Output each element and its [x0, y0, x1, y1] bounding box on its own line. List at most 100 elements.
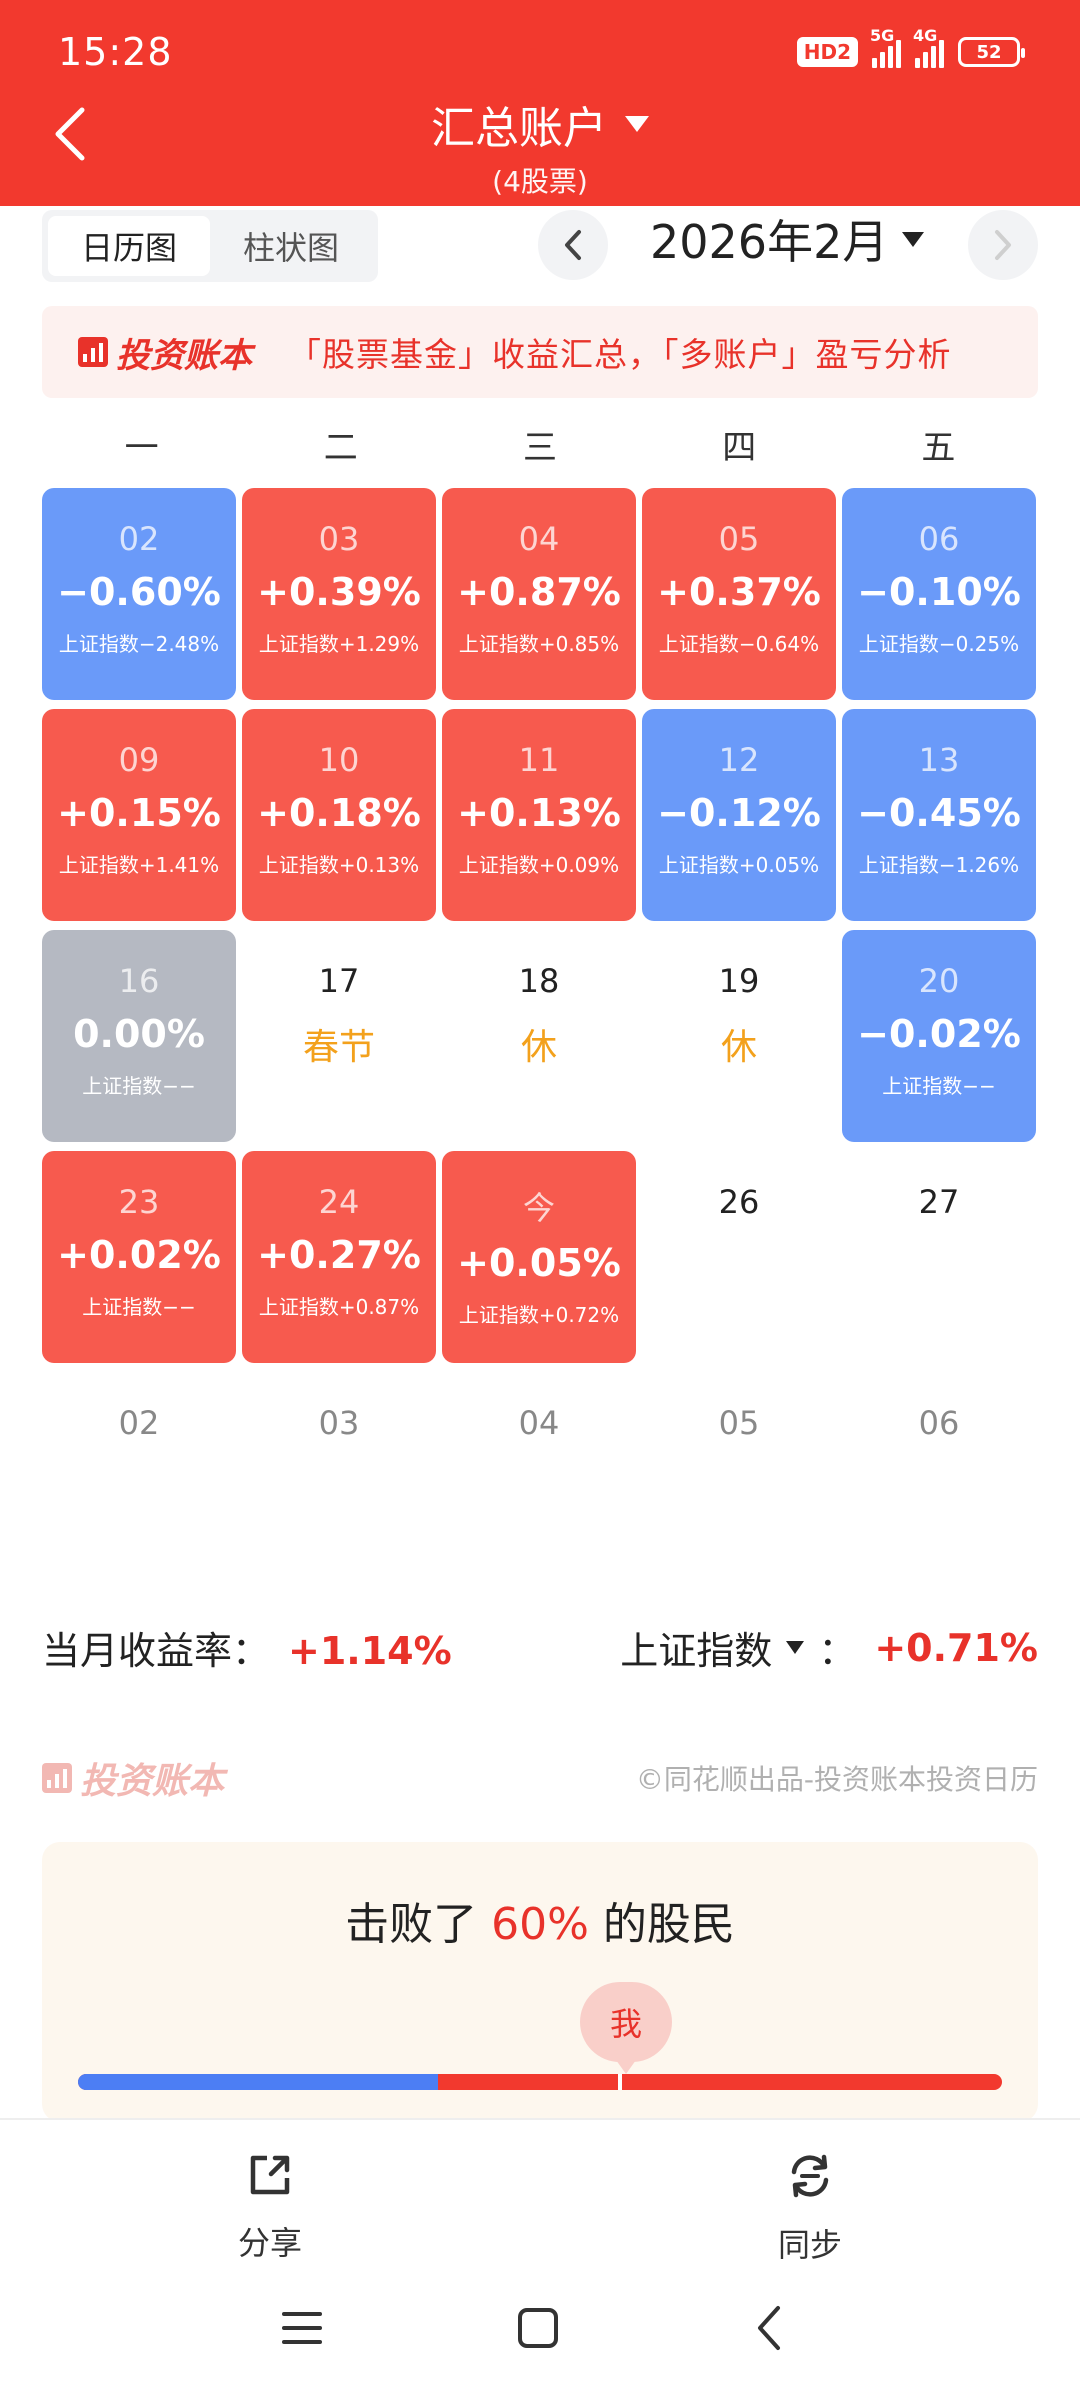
day-number: 02 [118, 1404, 160, 1442]
calendar-day[interactable]: 03 +0.39% 上证指数+1.29% [242, 488, 436, 700]
day-return: +0.02% [57, 1233, 221, 1277]
day-return: +0.13% [457, 791, 621, 835]
prev-month-button[interactable] [538, 210, 608, 280]
day-number: 20 [918, 962, 960, 1000]
calendar-day[interactable]: 19 休 [642, 930, 836, 1142]
rank-bar-tick [618, 2074, 622, 2090]
next-month-button[interactable] [968, 210, 1038, 280]
signal-5g-icon: 5G [870, 26, 901, 68]
calendar-day[interactable]: 27 [842, 1151, 1036, 1363]
day-index-return: 上证指数−− [882, 1074, 996, 1098]
view-toggle: 日历图 柱状图 [42, 210, 378, 282]
page-subtitle: (4股票) [492, 165, 588, 198]
day-index-return: 上证指数+0.87% [258, 1295, 420, 1319]
caret-down-icon [902, 231, 925, 247]
weekday-header: 一 二 三 四 五 [42, 420, 1038, 469]
back-button[interactable] [50, 104, 100, 174]
sync-button[interactable]: 同步 [710, 2150, 910, 2266]
weekday-label: 一 [124, 428, 159, 468]
calendar-day[interactable]: 26 [642, 1151, 836, 1363]
share-icon [250, 2155, 290, 2195]
promo-banner[interactable]: 投资账本 「股票基金」收益汇总，「多账户」盈亏分析 [42, 306, 1038, 398]
day-index-return: 上证指数−− [82, 1295, 196, 1319]
day-number: 06 [918, 520, 960, 558]
day-return: −0.45% [857, 791, 1021, 835]
day-number: 18 [518, 962, 560, 1000]
day-return: +0.18% [257, 791, 421, 835]
calendar-day[interactable]: 02 −0.60% 上证指数−2.48% [42, 488, 236, 700]
status-icons: HD2 5G 4G 52 [796, 26, 1025, 72]
index-return-value: +0.71% [874, 1625, 1038, 1670]
calendar-day[interactable]: 24 +0.27% 上证指数+0.87% [242, 1151, 436, 1363]
day-number: 10 [318, 741, 360, 779]
system-nav-bar [0, 2278, 1080, 2400]
signal-4g-icon: 4G [913, 26, 944, 68]
calendar-day[interactable]: 20 −0.02% 上证指数−− [842, 930, 1036, 1142]
share-label: 分享 [237, 2224, 302, 2262]
account-selector[interactable]: 汇总账户 (4股票) [0, 92, 1080, 200]
weekday-label: 五 [921, 428, 956, 468]
day-index-return: 上证指数−2.48% [58, 632, 220, 656]
day-number: 05 [718, 1404, 760, 1442]
calendar-day[interactable]: 16 0.00% 上证指数−− [42, 930, 236, 1142]
rank-bar-fill [78, 2074, 439, 2090]
home-icon[interactable] [516, 2306, 560, 2350]
day-index-return: 上证指数+1.29% [258, 632, 420, 656]
day-return: −0.60% [57, 570, 221, 614]
month-selector[interactable]: 2026年2月 [650, 206, 925, 272]
day-number: 27 [918, 1183, 960, 1221]
day-index-return: 上证指数−1.26% [858, 853, 1020, 877]
hd-badge: HD2 [796, 37, 858, 67]
next-month-day[interactable]: 06 [842, 1372, 1036, 1584]
calendar-day[interactable]: 05 +0.37% 上证指数−0.64% [642, 488, 836, 700]
calendar-day[interactable]: 06 −0.10% 上证指数−0.25% [842, 488, 1036, 700]
next-month-day[interactable]: 05 [642, 1372, 836, 1584]
calendar-day[interactable]: 10 +0.18% 上证指数+0.13% [242, 709, 436, 921]
day-return: +0.37% [657, 570, 821, 614]
back-nav-icon[interactable] [752, 2304, 786, 2352]
calendar-day[interactable]: 09 +0.15% 上证指数+1.41% [42, 709, 236, 921]
battery-icon: 52 [958, 37, 1025, 67]
day-return: −0.12% [657, 791, 821, 835]
calendar-day[interactable]: 17 春节 [242, 930, 436, 1142]
tab-calendar[interactable]: 日历图 [48, 216, 210, 276]
day-index-return: 上证指数+0.05% [658, 853, 820, 877]
day-number: 13 [918, 741, 960, 779]
day-return: −0.10% [857, 570, 1021, 614]
me-marker: 我 [580, 1982, 672, 2074]
app-header: 15:28 HD2 5G 4G 52 汇总账户 (4股票) [0, 0, 1080, 206]
day-return: +0.87% [457, 570, 621, 614]
rank-percent: 60% [491, 1899, 589, 1950]
holiday-label: 休 [720, 1027, 757, 1068]
calendar-day[interactable]: 23 +0.02% 上证指数−− [42, 1151, 236, 1363]
day-number: 04 [518, 520, 560, 558]
rank-bar [78, 2074, 1002, 2090]
next-month-day[interactable]: 03 [242, 1372, 436, 1584]
day-number: 09 [118, 741, 160, 779]
weekday-label: 三 [523, 428, 557, 468]
day-number: 11 [518, 741, 560, 779]
brand-logo: 投资账本 [78, 328, 252, 377]
share-button[interactable]: 分享 [170, 2150, 370, 2264]
rank-card: 击败了 60% 的股民 我 [42, 1842, 1038, 2122]
calendar-day[interactable]: 12 −0.12% 上证指数+0.05% [642, 709, 836, 921]
menu-icon[interactable] [280, 2308, 324, 2348]
tab-bar-chart[interactable]: 柱状图 [242, 229, 339, 267]
sync-icon [791, 2154, 829, 2198]
chevron-right-icon [995, 230, 1011, 260]
day-index-return: 上证指数+0.09% [458, 853, 620, 877]
calendar-day[interactable]: 04 +0.87% 上证指数+0.85% [442, 488, 636, 700]
day-number: 02 [118, 520, 160, 558]
day-number: 12 [718, 741, 760, 779]
next-month-day[interactable]: 02 [42, 1372, 236, 1584]
day-index-return: 上证指数−0.25% [858, 632, 1020, 656]
next-month-day[interactable]: 04 [442, 1372, 636, 1584]
calendar-day[interactable]: 13 −0.45% 上证指数−1.26% [842, 709, 1036, 921]
page-title: 汇总账户 [431, 103, 607, 154]
index-selector[interactable]: 上证指数 [620, 1629, 773, 1673]
day-return: −0.02% [857, 1012, 1021, 1056]
calendar-day[interactable]: 18 休 [442, 930, 636, 1142]
calendar-day[interactable]: 11 +0.13% 上证指数+0.09% [442, 709, 636, 921]
calendar-day[interactable]: 今 +0.05% 上证指数+0.72% [442, 1151, 636, 1363]
day-index-return: 上证指数−0.64% [658, 632, 820, 656]
